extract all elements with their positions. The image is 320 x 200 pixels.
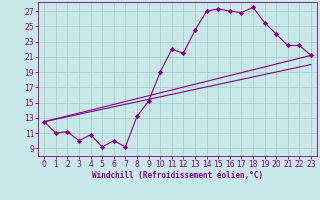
X-axis label: Windchill (Refroidissement éolien,°C): Windchill (Refroidissement éolien,°C) (92, 171, 263, 180)
